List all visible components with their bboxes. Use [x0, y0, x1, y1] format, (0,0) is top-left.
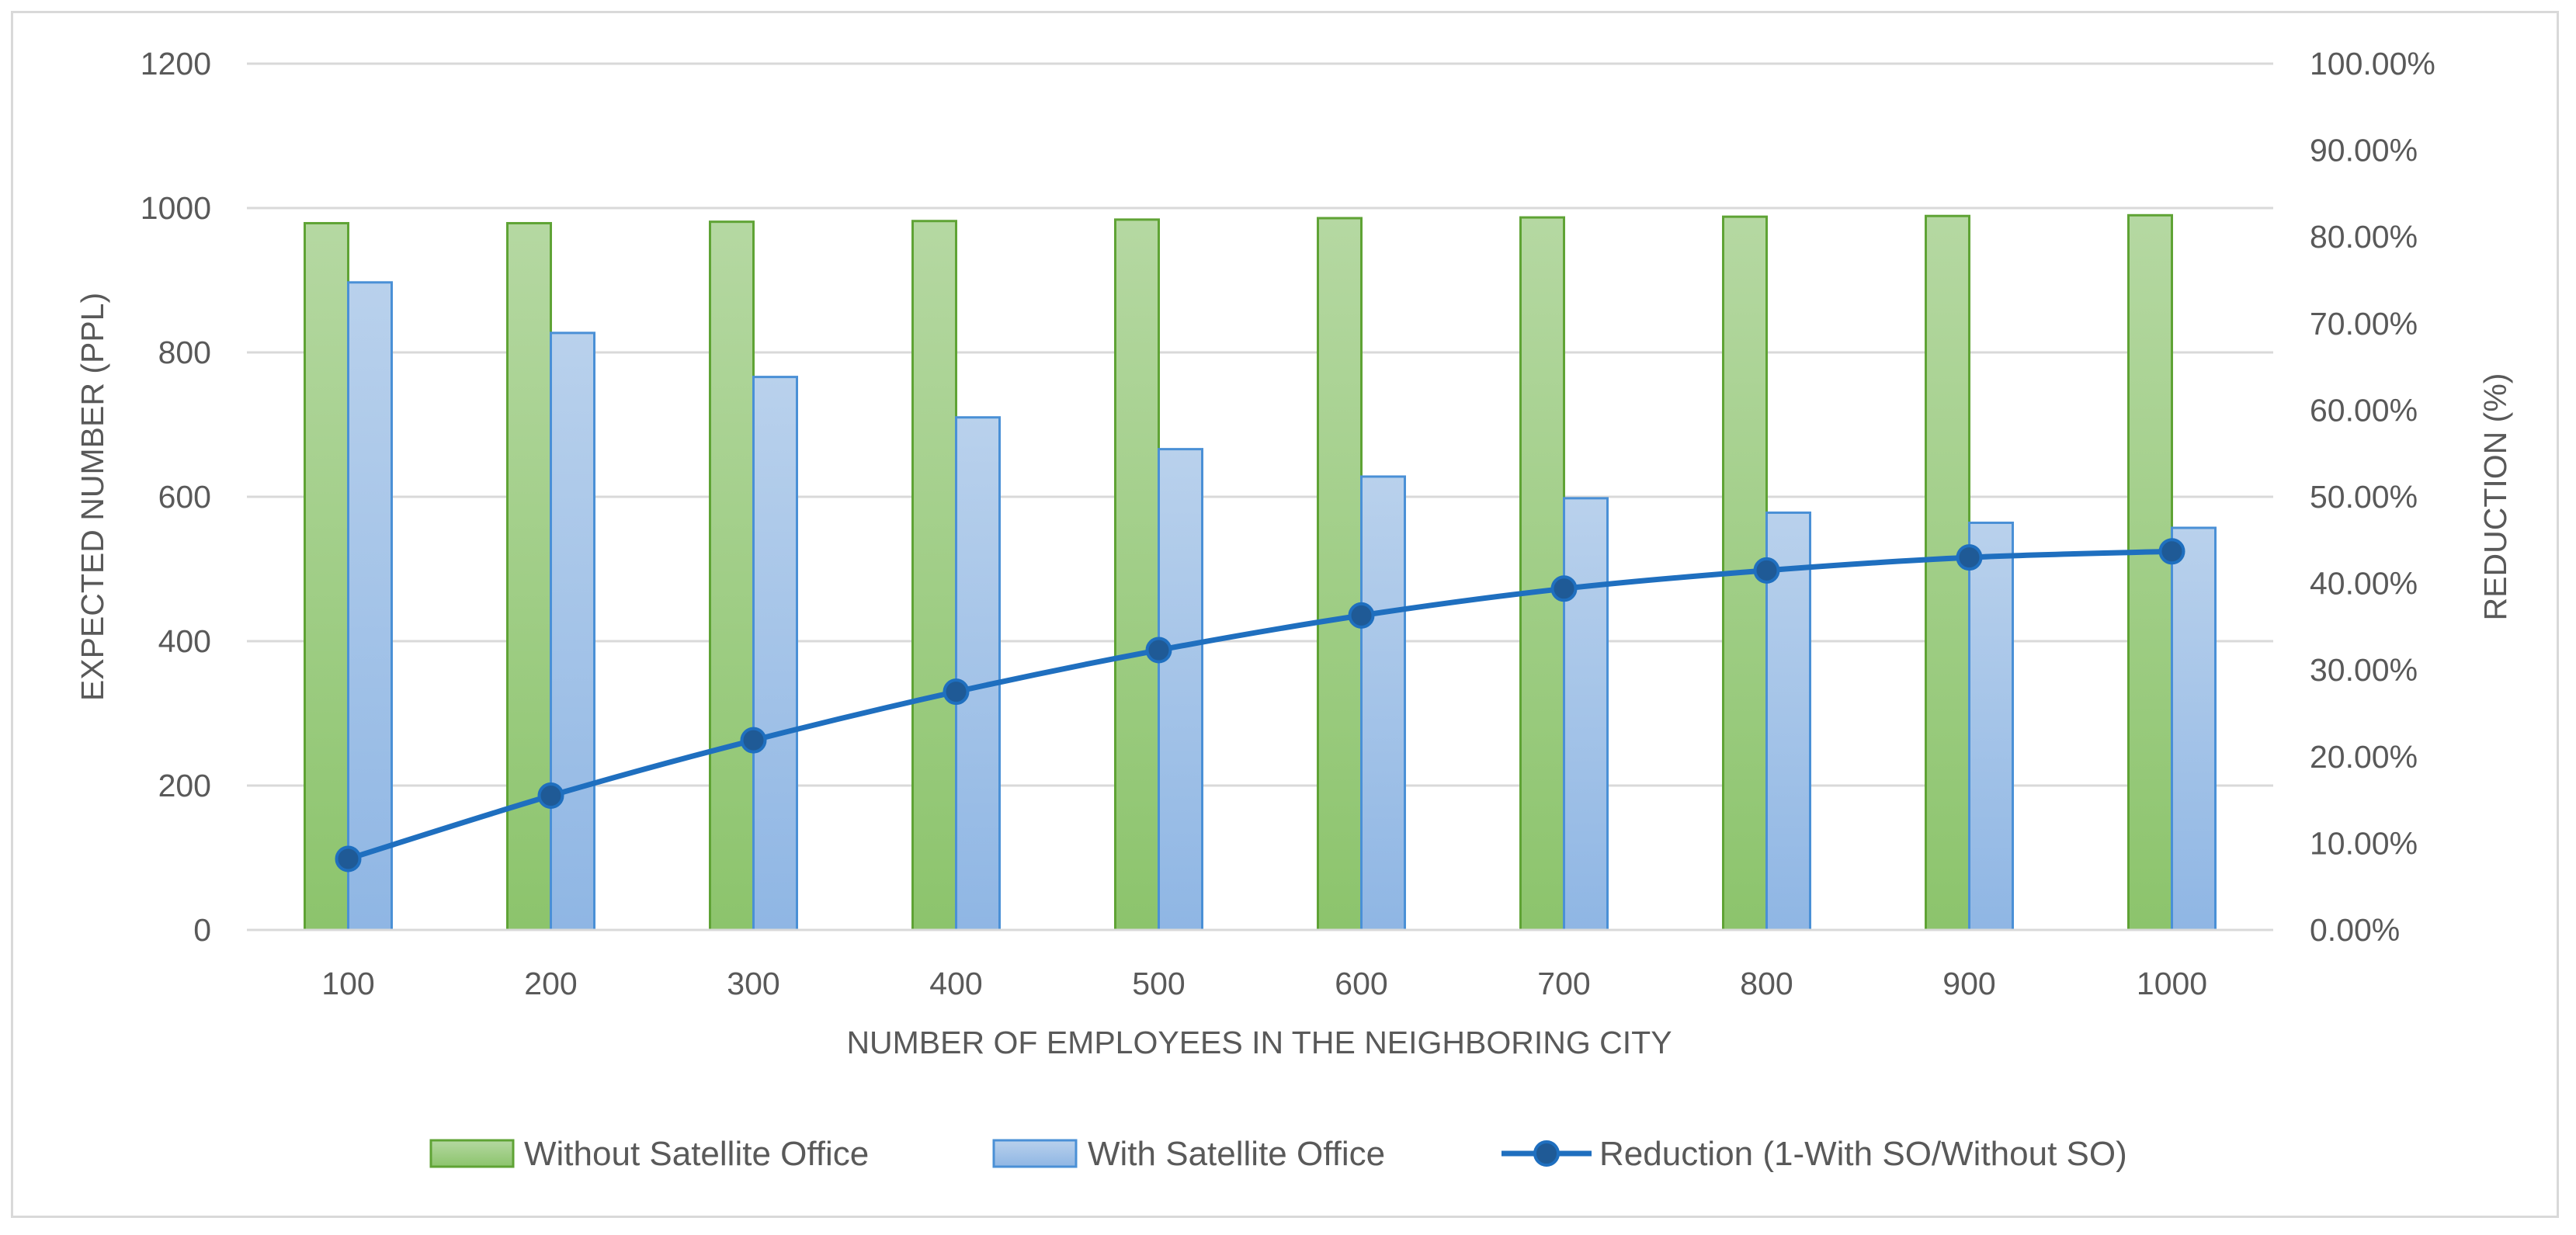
y2-tick-label: 90.00% [2310, 133, 2418, 168]
y2-tick-label: 100.00% [2310, 46, 2435, 82]
y2-tick-label: 30.00% [2310, 652, 2418, 688]
x-tick-label: 500 [1132, 966, 1185, 1001]
reduction-point [2158, 538, 2185, 565]
y2-tick-label: 50.00% [2310, 479, 2418, 515]
reduction-point [335, 845, 362, 872]
legend-label-with-so: With Satellite Office [1088, 1135, 1385, 1173]
bar-with-so [550, 331, 595, 931]
x-tick-label: 700 [1537, 966, 1590, 1001]
y2-tick-label: 0.00% [2310, 912, 2400, 948]
y2-tick-label: 40.00% [2310, 566, 2418, 602]
legend-swatch-without-so [429, 1139, 515, 1168]
reduction-point [537, 782, 564, 810]
x-tick-label: 1000 [2137, 966, 2207, 1001]
x-tick-label: 800 [1740, 966, 1793, 1001]
bars [304, 213, 2217, 931]
bar-with-so [2171, 526, 2217, 931]
bar-with-so [1158, 448, 1203, 931]
bar-with-so [955, 416, 1001, 931]
bar-without-so [1317, 217, 1363, 931]
y-tick-label: 400 [158, 623, 211, 659]
reduction-point [1753, 557, 1780, 584]
bar-without-so [1114, 218, 1160, 931]
reduction-point [1145, 637, 1172, 664]
bar-with-so [347, 281, 393, 931]
legend-label-without-so: Without Satellite Office [524, 1135, 869, 1173]
y-tick-label: 800 [158, 335, 211, 370]
legend-label-reduction: Reduction (1-With SO/Without SO) [1599, 1135, 2127, 1173]
reduction-point [1550, 575, 1578, 602]
axes: 0 200 400 600 800 1000 1200 0.00% 10.00% 20.00% 30… [75, 46, 2513, 1060]
x-tick-label: 300 [727, 966, 779, 1001]
bar-without-so [709, 220, 755, 931]
bar-without-so [911, 220, 957, 931]
bar-without-so [1519, 216, 1565, 931]
y2-axis-title: REDUCTION (%) [2477, 373, 2513, 621]
y-tick-label: 0 [193, 912, 211, 948]
bar-without-so [506, 222, 552, 931]
y-tick-label: 1200 [141, 46, 211, 82]
reduction-line-path [347, 548, 2172, 862]
bar-with-so [1563, 497, 1609, 931]
y2-tick-label: 10.00% [2310, 825, 2418, 861]
y-tick-label: 1000 [141, 190, 211, 226]
reduction-point [1956, 544, 1983, 571]
reduction-point [740, 727, 767, 754]
x-tick-label: 100 [321, 966, 374, 1001]
bar-without-so [304, 222, 349, 931]
bar-without-so [2127, 213, 2173, 931]
bar-with-so [1765, 511, 1811, 931]
reduction-line [335, 538, 2185, 872]
reduction-point [1348, 602, 1375, 629]
reduction-point [943, 678, 970, 706]
y-tick-label: 600 [158, 479, 211, 515]
bar-with-so [1968, 521, 2014, 931]
legend-swatch-with-so [992, 1139, 1078, 1168]
bar-with-so [1360, 475, 1406, 931]
y-axis-title: EXPECTED NUMBER (PPL) [75, 293, 110, 701]
x-tick-label: 600 [1335, 966, 1387, 1001]
y2-tick-label: 60.00% [2310, 392, 2418, 428]
x-tick-label: 900 [1942, 966, 1995, 1001]
x-tick-label: 400 [929, 966, 982, 1001]
y2-tick-label: 70.00% [2310, 306, 2418, 342]
bar-with-so [752, 376, 798, 931]
legend: Without Satellite Office With Satellite O… [429, 1135, 2127, 1173]
x-axis-title: NUMBER OF EMPLOYEES IN THE NEIGHBORING C… [846, 1025, 1672, 1060]
bar-without-so [1925, 214, 1970, 931]
y-tick-label: 200 [158, 768, 211, 803]
legend-marker-reduction [1533, 1140, 1560, 1167]
y2-tick-label: 80.00% [2310, 219, 2418, 255]
x-tick-label: 200 [524, 966, 577, 1001]
y2-tick-label: 20.00% [2310, 739, 2418, 775]
